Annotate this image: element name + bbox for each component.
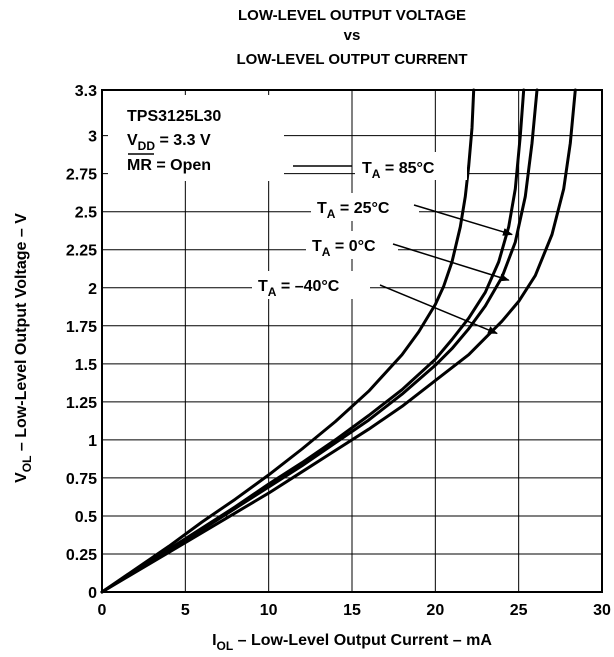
- y-tick-label: 2: [88, 281, 97, 298]
- x-axis-label: IOL – Low-Level Output Current – mA: [212, 632, 492, 653]
- series-label-backdrop: [306, 231, 398, 259]
- series-curve-0: [100, 88, 476, 594]
- series-label-main: T: [317, 200, 327, 217]
- series-label-0: TA = 85°C: [362, 160, 435, 181]
- y-axis-label-sub: OL: [20, 456, 34, 473]
- y-axis-label-rest: – Low-Level Output Voltage – V: [13, 213, 30, 456]
- y-tick-label: 3: [88, 129, 97, 146]
- plot-frame: [101, 89, 603, 593]
- vdd-label-rest: = 3.3 V: [155, 132, 211, 149]
- series-curve-3: [100, 88, 577, 594]
- device-label: TPS3125L30: [127, 108, 221, 125]
- x-axis-label-main: I: [212, 632, 216, 649]
- y-tick-label: 0.5: [75, 509, 97, 526]
- x-tick-label: 10: [260, 602, 278, 619]
- series-label-rest: = 25°C: [335, 200, 389, 217]
- x-tick-label: 30: [593, 602, 611, 619]
- series-label-rest: = 85°C: [380, 160, 434, 177]
- vdd-label-main: V: [127, 132, 138, 149]
- x-tick-label: 20: [426, 602, 444, 619]
- vdd-label: VDD = 3.3 V: [127, 132, 211, 153]
- y-tick-label: 0.75: [66, 471, 97, 488]
- mr-label-signal: MR: [127, 157, 152, 174]
- series-label-sub: A: [322, 245, 331, 259]
- series-label-sub: A: [372, 167, 381, 181]
- y-tick-label: 3.3: [75, 83, 97, 100]
- y-axis-title: VOL – Low-Level Output Voltage – V: [13, 213, 34, 483]
- x-tick-label: 15: [343, 602, 361, 619]
- series-label-main: T: [312, 238, 322, 255]
- series-label-2: TA = 0°C: [312, 238, 376, 259]
- y-tick-label: 2.25: [66, 243, 97, 260]
- curves: [100, 88, 577, 594]
- y-tick-label: 2.75: [66, 167, 97, 184]
- series-labels: TA = 85°CTA = 25°CTA = 0°CTA = –40°C: [252, 152, 467, 299]
- series-label-sub: A: [327, 207, 336, 221]
- y-tick-label: 2.5: [75, 205, 97, 222]
- conditions-box: TPS3125L30 VDD = 3.3 V MR = Open: [108, 95, 284, 181]
- x-tick-label: 25: [510, 602, 528, 619]
- series-arrow-1: [413, 204, 513, 236]
- series-label-backdrop: [252, 271, 370, 299]
- series-label-main: T: [362, 160, 372, 177]
- y-axis-label-main: V: [13, 472, 30, 483]
- series-label-main: T: [258, 278, 268, 295]
- x-tick-label: 0: [98, 602, 107, 619]
- conditions-backdrop: [108, 95, 284, 181]
- mr-label-rest: = Open: [152, 157, 211, 174]
- axis-ticks: 0 5 10 15 20 25 30 0 0.25 0.5 0.75 1 1.25 1.5 1.75 2 2.2…: [66, 83, 611, 619]
- chart-title-line-3: LOW-LEVEL OUTPUT CURRENT: [236, 51, 467, 68]
- x-axis-label-rest: – Low-Level Output Current – mA: [233, 632, 492, 649]
- x-tick-label: 5: [181, 602, 190, 619]
- y-tick-label: 1.25: [66, 395, 97, 412]
- chart-title-line-2: vs: [344, 27, 361, 44]
- series-label-backdrop: [355, 152, 467, 180]
- y-axis-label: VOL – Low-Level Output Voltage – V: [13, 213, 34, 483]
- x-axis-label-sub: OL: [217, 639, 234, 653]
- chart-title-line-1: LOW-LEVEL OUTPUT VOLTAGE: [238, 7, 466, 24]
- y-tick-label: 1.75: [66, 319, 97, 336]
- y-tick-label: 0.25: [66, 547, 97, 564]
- y-tick-label: 1: [88, 433, 97, 450]
- series-label-backdrop: [311, 193, 419, 221]
- series-arrow-2: [392, 243, 510, 282]
- series-label-sub: A: [268, 285, 277, 299]
- series-arrow-3: [379, 284, 498, 335]
- chart-title: LOW-LEVEL OUTPUT VOLTAGE vs LOW-LEVEL OU…: [236, 7, 467, 68]
- series-label-1: TA = 25°C: [317, 200, 390, 221]
- x-axis-title: IOL – Low-Level Output Current – mA: [212, 632, 492, 653]
- vdd-label-sub: DD: [138, 139, 156, 153]
- series-arrows: [293, 165, 513, 335]
- y-tick-label: 0: [88, 585, 97, 602]
- series-label-3: TA = –40°C: [258, 278, 340, 299]
- mr-label: MR = Open: [127, 157, 211, 174]
- series-curve-2: [100, 88, 539, 594]
- y-tick-label: 1.5: [75, 357, 97, 374]
- series-label-rest: = 0°C: [330, 238, 376, 255]
- series-label-rest: = –40°C: [276, 278, 339, 295]
